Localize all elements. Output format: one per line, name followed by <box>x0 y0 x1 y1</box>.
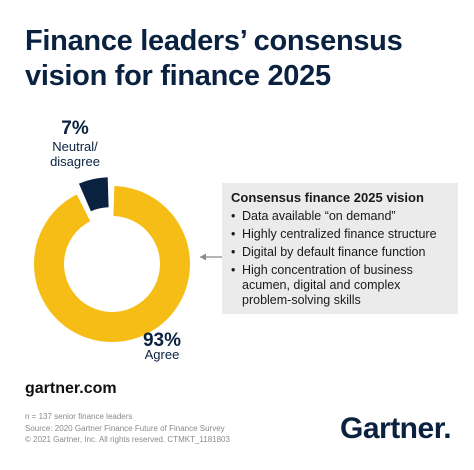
donut-slice <box>33 186 190 342</box>
value-label: 93% <box>142 330 182 351</box>
callout-arrowhead <box>200 253 206 261</box>
callout-title: Consensus finance 2025 vision <box>231 190 424 205</box>
site-url: gartner.com <box>25 380 117 397</box>
category-label: Neutral/ disagree <box>50 139 100 169</box>
footnote: n = 137 senior finance leaders <box>25 412 133 421</box>
footnote: Source: 2020 Gartner Finance Future of F… <box>25 423 225 433</box>
footnote: © 2021 Gartner, Inc. All rights reserved… <box>25 435 230 444</box>
callout-item: Highly centralized finance structure <box>231 227 450 242</box>
footnotes: n = 137 senior finance leaders Source: 20… <box>25 411 230 446</box>
chart-title: Finance leaders’ consensus vision for fi… <box>25 25 403 92</box>
value-label: 7% <box>61 118 89 139</box>
callout-item: Digital by default finance function <box>231 245 450 260</box>
callout-list: Data available “on demand” Highly central… <box>231 209 450 308</box>
donut-slice <box>78 177 109 212</box>
callout-item: High concentration of business acumen, d… <box>231 263 450 308</box>
callout-box: Consensus finance 2025 vision Data avail… <box>222 183 458 314</box>
callout-item: Data available “on demand” <box>231 209 450 224</box>
logo: Gartner. <box>340 412 452 445</box>
category-label: Agree <box>144 347 180 362</box>
